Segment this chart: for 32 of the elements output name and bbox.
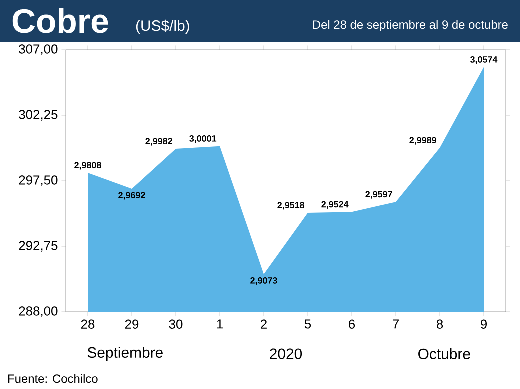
x-tick-label: 28 — [81, 320, 95, 329]
chart-title: Cobre — [12, 8, 108, 34]
y-tick-label: 292,75 — [19, 241, 58, 252]
data-label: 3,0001 — [190, 136, 217, 144]
data-label: 2,9989 — [410, 137, 436, 145]
x-tick-label: 5 — [304, 320, 312, 329]
y-tick-label: 302,25 — [19, 110, 58, 121]
data-label: 2,9518 — [278, 202, 305, 210]
data-label: 2,9597 — [366, 191, 392, 199]
source-note: Fuente: Cochilco — [8, 374, 98, 384]
data-label: 3,0574 — [470, 56, 498, 64]
data-label: 2,9073 — [250, 278, 278, 286]
data-label: 2,9982 — [146, 138, 172, 146]
text: Octubre — [418, 348, 470, 360]
chart-subtitle: (US$/lb) — [136, 20, 190, 34]
data-label: 2,9524 — [322, 201, 349, 209]
x-tick-label: 8 — [436, 320, 444, 329]
text: Del 28 de septiembre al 9 de octubre — [313, 20, 508, 32]
text: Septiembre — [88, 347, 163, 361]
x-tick-label: 2 — [261, 320, 267, 329]
y-tick-label: 288,00 — [19, 306, 58, 318]
text: 2020 — [270, 348, 302, 360]
data-label: 2,9692 — [118, 192, 146, 200]
x-tick-label: 30 — [169, 320, 183, 329]
x-tick-label: 7 — [393, 320, 399, 329]
x-tick-label: 6 — [349, 320, 356, 329]
x-tick-label: 9 — [481, 320, 487, 329]
y-tick-label: 297,50 — [19, 176, 58, 186]
x-tick-label: 1 — [217, 320, 223, 329]
data-label: 2,9808 — [74, 162, 102, 170]
x-tick-label: 29 — [125, 320, 139, 329]
y-tick-label: 307,00 — [19, 44, 58, 56]
